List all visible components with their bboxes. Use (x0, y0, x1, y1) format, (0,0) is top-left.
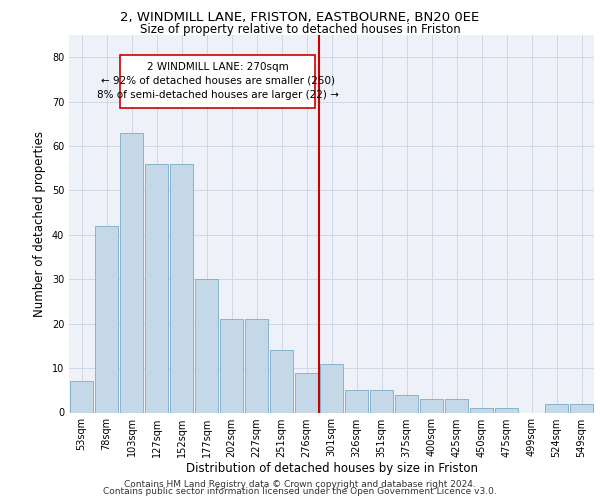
Text: 2, WINDMILL LANE, FRISTON, EASTBOURNE, BN20 0EE: 2, WINDMILL LANE, FRISTON, EASTBOURNE, B… (121, 11, 479, 24)
Text: ← 92% of detached houses are smaller (250): ← 92% of detached houses are smaller (25… (101, 76, 335, 86)
Text: 8% of semi-detached houses are larger (22) →: 8% of semi-detached houses are larger (2… (97, 90, 338, 100)
Bar (195, 280, 218, 412)
Bar (470, 408, 493, 412)
X-axis label: Distribution of detached houses by size in Friston: Distribution of detached houses by size … (185, 462, 478, 475)
Bar (545, 404, 568, 412)
Bar (120, 132, 143, 412)
Text: Size of property relative to detached houses in Friston: Size of property relative to detached ho… (140, 22, 460, 36)
Bar (245, 319, 268, 412)
Bar (170, 164, 193, 412)
Bar (495, 408, 518, 412)
Bar (145, 164, 168, 412)
Bar (445, 399, 468, 412)
Bar (345, 390, 368, 412)
Bar (70, 382, 93, 412)
Bar (120, 55, 315, 108)
Text: Contains HM Land Registry data © Crown copyright and database right 2024.: Contains HM Land Registry data © Crown c… (124, 480, 476, 489)
Bar (370, 390, 393, 412)
Bar (95, 226, 118, 412)
Text: Contains public sector information licensed under the Open Government Licence v3: Contains public sector information licen… (103, 487, 497, 496)
Bar (395, 394, 418, 412)
Y-axis label: Number of detached properties: Number of detached properties (33, 130, 46, 317)
Bar (270, 350, 293, 412)
Bar (420, 399, 443, 412)
Text: 2 WINDMILL LANE: 270sqm: 2 WINDMILL LANE: 270sqm (147, 62, 289, 72)
Bar (320, 364, 343, 412)
Bar (570, 404, 593, 412)
Bar (295, 372, 318, 412)
Bar (220, 319, 243, 412)
